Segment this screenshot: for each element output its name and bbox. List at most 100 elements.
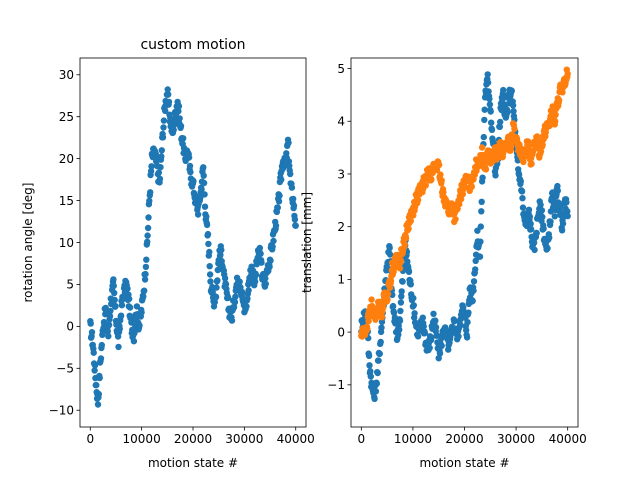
data-point (422, 182, 429, 189)
data-point (239, 288, 246, 296)
y-axis-label: rotation angle [deg] (21, 183, 35, 303)
data-point (365, 317, 372, 325)
data-point (98, 341, 106, 349)
data-point (527, 220, 534, 227)
data-point (465, 309, 472, 316)
data-point (146, 197, 153, 205)
data-point (144, 238, 151, 245)
data-point (440, 189, 447, 196)
data-point (432, 317, 439, 324)
data-point (537, 148, 545, 155)
data-point (367, 373, 374, 380)
data-point (187, 168, 194, 176)
data-point (525, 206, 533, 213)
data-point (455, 333, 462, 340)
data-point (141, 287, 148, 294)
data-point (111, 296, 118, 304)
data-point (555, 96, 563, 104)
data-point (420, 323, 427, 330)
data-point (544, 245, 551, 252)
data-point (397, 257, 405, 264)
data-point (372, 388, 380, 395)
data-point (539, 141, 546, 149)
data-point (371, 395, 378, 402)
data-point (200, 172, 207, 179)
data-point (508, 87, 515, 95)
data-point (365, 352, 373, 359)
y-tick-label: 0 (66, 320, 74, 334)
data-point (257, 250, 264, 257)
x-tick-label: 40000 (277, 432, 315, 446)
data-point (468, 183, 475, 190)
x-tick-label: 30000 (497, 432, 535, 446)
data-point (97, 355, 105, 362)
data-point (378, 324, 385, 331)
data-point (527, 226, 535, 233)
data-point (386, 244, 393, 252)
data-point (207, 278, 214, 285)
data-point (559, 220, 567, 227)
data-point (262, 275, 269, 282)
data-point (142, 263, 150, 271)
data-point (141, 276, 149, 283)
data-point (130, 338, 138, 345)
data-point (438, 177, 445, 184)
data-point (452, 216, 459, 223)
data-point (118, 302, 126, 309)
data-point (175, 103, 183, 110)
data-point (231, 299, 239, 306)
data-point (496, 123, 503, 130)
x-axis-label: motion state # (148, 456, 238, 470)
data-point (160, 117, 168, 124)
data-point (104, 328, 112, 335)
data-point (203, 221, 211, 229)
data-point (244, 295, 251, 302)
data-point (368, 296, 375, 303)
data-point (470, 278, 478, 285)
data-point (469, 297, 476, 305)
data-point (481, 116, 488, 124)
data-point (91, 362, 99, 369)
data-point (547, 218, 554, 225)
y-tick-label: 15 (59, 194, 74, 208)
y-tick-label: 2 (337, 220, 345, 234)
data-point (96, 374, 103, 382)
data-point (399, 278, 406, 285)
data-point (430, 310, 437, 317)
data-point (389, 302, 397, 310)
data-point (286, 162, 293, 169)
data-point (520, 158, 527, 166)
data-point (487, 108, 494, 115)
series-1 (358, 66, 571, 340)
data-point (236, 278, 243, 285)
data-point (375, 357, 382, 364)
data-point (526, 213, 533, 220)
y-tick-label: 5 (66, 278, 74, 292)
y-tick-label: 4 (337, 115, 345, 129)
y-tick-label: −10 (49, 404, 74, 418)
data-point (421, 329, 429, 337)
data-point (180, 135, 187, 142)
data-point (484, 71, 491, 78)
data-point (492, 172, 499, 179)
data-point (428, 176, 435, 183)
data-point (218, 246, 225, 254)
data-point (546, 122, 553, 130)
x-tick-label: 0 (357, 432, 365, 446)
data-point (554, 187, 561, 194)
data-point (165, 98, 173, 106)
data-point (117, 312, 125, 319)
data-point (213, 284, 220, 291)
data-point (436, 350, 444, 357)
data-point (156, 175, 164, 183)
data-point (158, 147, 165, 154)
data-point (558, 227, 566, 234)
data-point (245, 287, 252, 294)
data-point (437, 171, 444, 178)
data-point (276, 192, 283, 199)
data-point (158, 153, 165, 160)
data-point (540, 225, 547, 232)
data-point (177, 122, 185, 130)
data-point (200, 179, 208, 187)
data-point (410, 212, 417, 219)
